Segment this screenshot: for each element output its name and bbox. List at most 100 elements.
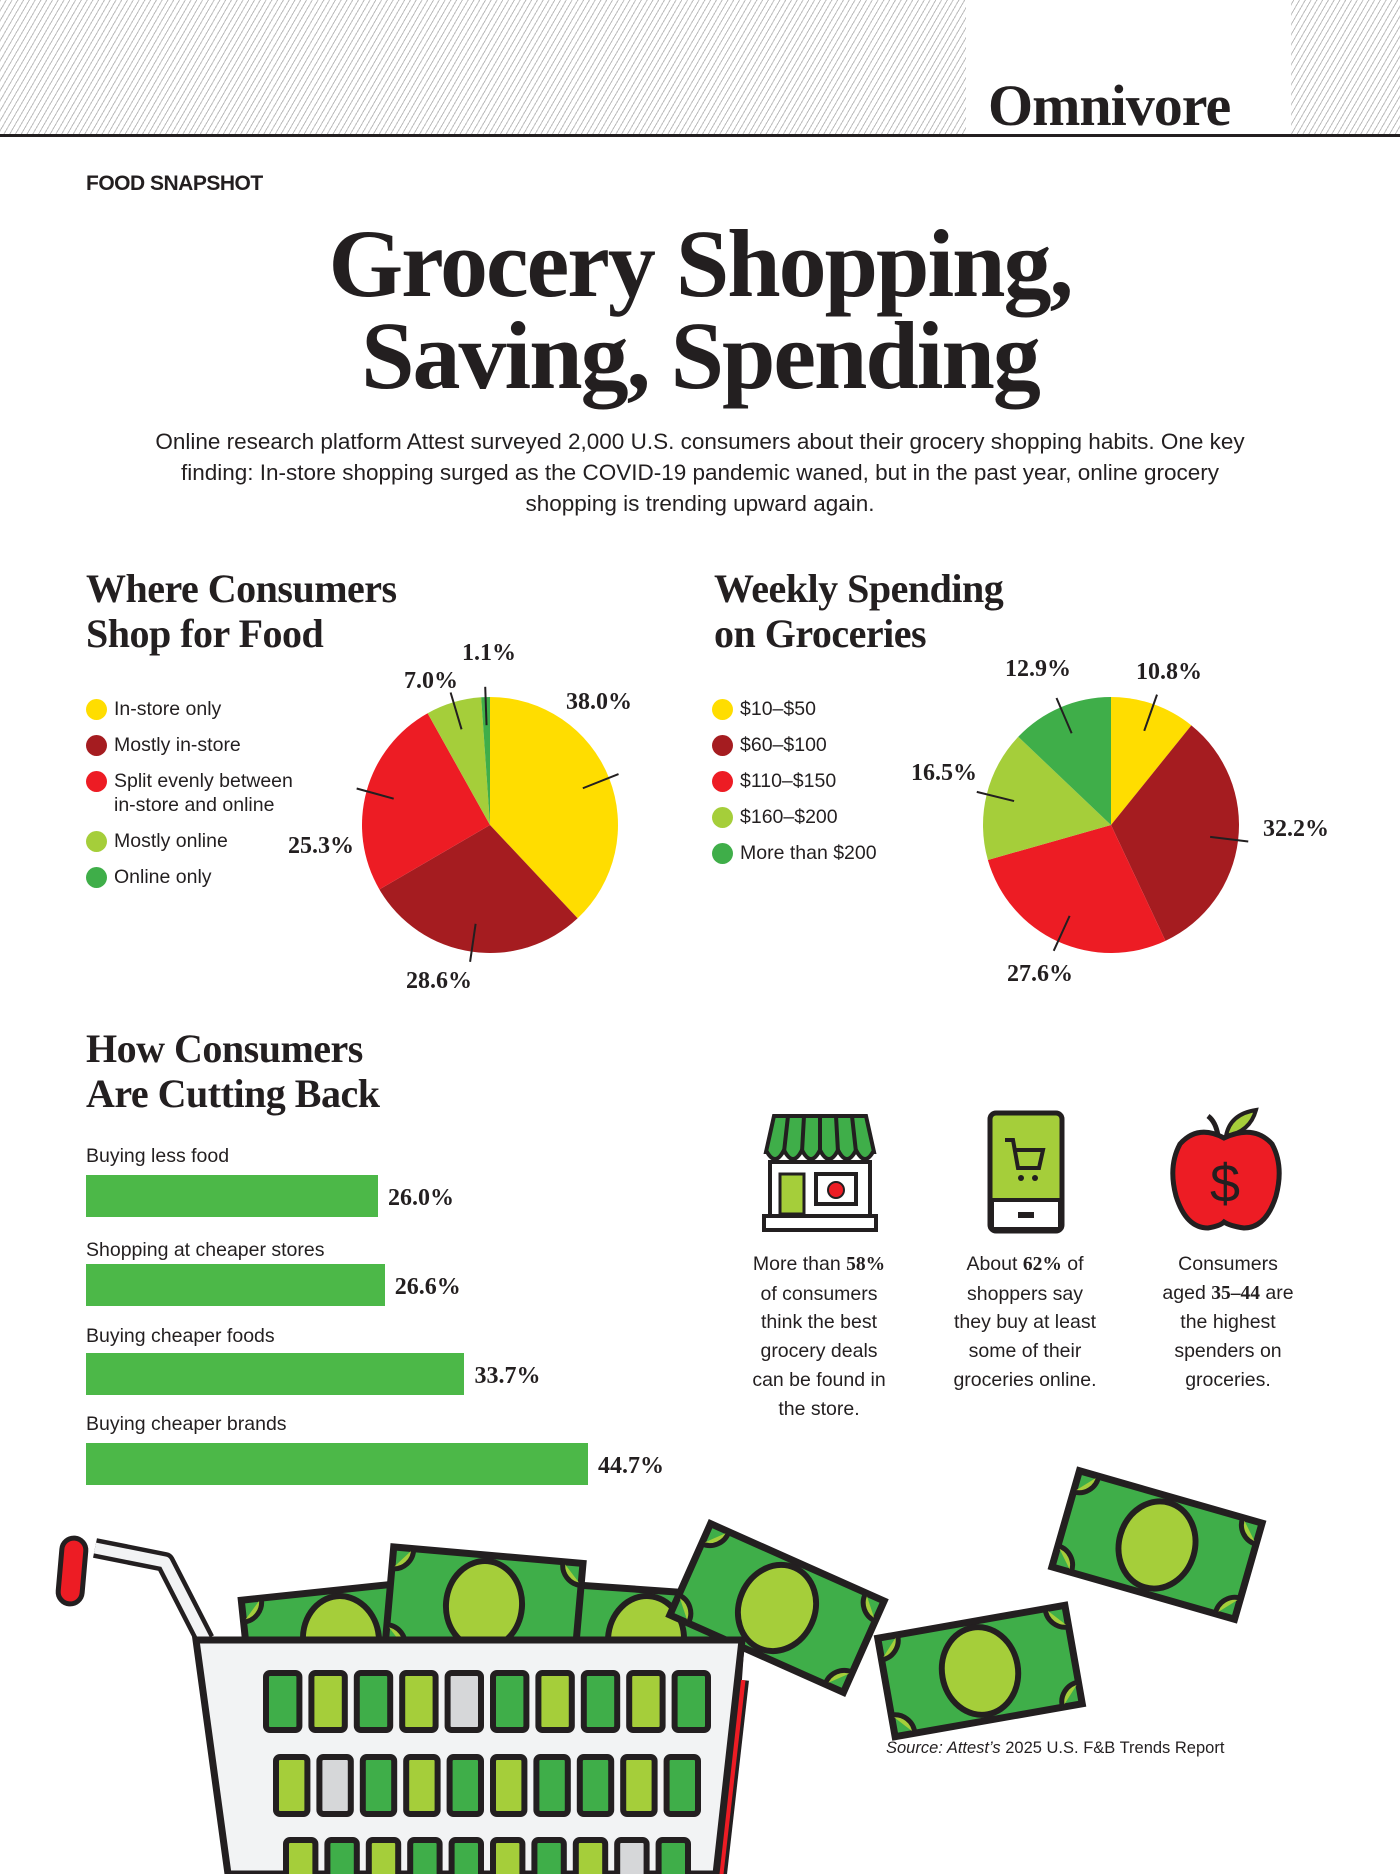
cart-basket-slot	[273, 1754, 311, 1817]
fact-text: are	[1259, 1281, 1294, 1304]
fact-line: the highest	[1133, 1308, 1323, 1337]
legend-swatch	[86, 831, 107, 852]
legend-swatch	[712, 771, 733, 792]
legend-item: Split evenly between in-store and online	[86, 769, 293, 817]
pie-slice	[379, 825, 578, 954]
cart-basket-slot	[283, 1837, 319, 1874]
masthead: Omnivore	[966, 0, 1291, 138]
cart-basket-slot	[620, 1754, 658, 1817]
legend-label: Mostly online	[114, 830, 228, 852]
fact-text: Consumers	[1178, 1253, 1278, 1275]
pie-data-label: 32.2%	[1263, 816, 1329, 842]
pie-data-label: 27.6%	[1007, 961, 1073, 987]
bar	[86, 1353, 465, 1395]
bar-chart-title: How Consumers Are Cutting Back	[86, 1026, 380, 1116]
cart-basket-slot	[444, 1670, 485, 1733]
pie2-title: Weekly Spending on Groceries	[714, 566, 1004, 656]
bar-value-label: 33.7%	[474, 1363, 541, 1389]
section-kicker: FOOD SNAPSHOT	[86, 172, 263, 195]
pie-slice	[1018, 697, 1111, 825]
fact-text: think the best	[761, 1311, 877, 1334]
legend-swatch	[712, 735, 733, 756]
pie1-title-line: Where Consumers	[86, 566, 397, 611]
pie-leader-line	[1052, 915, 1071, 952]
brand-logo: Omnivore	[988, 73, 1231, 138]
cart-basket-slot	[490, 1670, 530, 1733]
legend-item: Mostly online	[86, 829, 293, 853]
fact-text: More than	[752, 1253, 847, 1275]
cart-basket-slot	[531, 1837, 567, 1874]
dollar-bill	[878, 1605, 1082, 1736]
cart-basket-slot	[263, 1670, 303, 1733]
cart-basket-slot	[572, 1837, 609, 1874]
legend-item: $160–$200	[712, 805, 877, 829]
cart-basket-slot	[365, 1837, 402, 1874]
cart-basket-slot	[671, 1670, 711, 1733]
pie-slice	[1111, 697, 1192, 825]
cart-basket-slot	[663, 1754, 701, 1817]
legend-label: $60–$100	[740, 734, 827, 756]
legend-item: $10–$50	[712, 697, 877, 721]
legend-label: More than $200	[740, 842, 877, 864]
bar-category-label: Buying cheaper brands	[86, 1413, 287, 1435]
pie-leader-line	[449, 692, 463, 730]
pie1-title-line: Shop for Food	[86, 611, 324, 656]
cart-basket-slot	[626, 1670, 666, 1733]
legend-label: $160–$200	[740, 806, 838, 828]
pie1-legend: In-store only Mostly in-store Split evenly…	[86, 697, 293, 901]
cart-basket-slot	[399, 1670, 439, 1733]
fact-line: can be found in	[724, 1366, 914, 1395]
legend-label: Split evenly between	[114, 770, 293, 792]
pie2-legend: $10–$50 $60–$100 $110–$150 $160–$200 More th…	[712, 697, 877, 877]
pie-data-label: 25.3%	[288, 833, 354, 859]
fact-line: More than 58%	[724, 1250, 914, 1280]
legend-label: $10–$50	[740, 698, 816, 720]
bar	[86, 1443, 588, 1485]
fact-text: the highest	[1180, 1311, 1276, 1334]
legend-swatch	[86, 699, 107, 720]
fact-line: groceries online.	[930, 1366, 1120, 1395]
header-rule	[0, 134, 1400, 137]
fact-line: shoppers say	[930, 1280, 1120, 1309]
cart-basket-slot	[576, 1754, 615, 1817]
legend-label: in-store and online	[114, 794, 275, 816]
cart-basket-slot	[535, 1670, 575, 1733]
fact-caption: About 62% of shoppers say they buy at leas…	[930, 1250, 1120, 1395]
cart-basket-slot	[359, 1754, 398, 1817]
pie-data-label: 38.0%	[566, 689, 632, 715]
cart-basket-slot	[308, 1670, 348, 1733]
fact-line: the store.	[724, 1395, 914, 1424]
legend-item: More than $200	[712, 841, 877, 865]
title-line-2: Saving, Spending	[361, 302, 1041, 409]
source-prefix: Source: Attest’s	[886, 1739, 1001, 1757]
fact-caption: More than 58% of consumers think the best g…	[724, 1250, 914, 1423]
legend-item: $110–$150	[712, 769, 877, 793]
legend-swatch	[712, 807, 733, 828]
fact-text: of	[1061, 1253, 1084, 1275]
cart-basket-slot	[407, 1837, 443, 1874]
page-title: Grocery Shopping, Saving, Spending	[0, 216, 1400, 409]
pie-data-label: 7.0%	[404, 668, 458, 694]
intro-paragraph: Online research platform Attest surveyed…	[155, 429, 1245, 516]
bar-title-line: How Consumers	[86, 1026, 363, 1071]
pie-leader-line	[1143, 694, 1158, 732]
pie-leader-line	[469, 923, 477, 962]
legend-swatch	[86, 771, 107, 792]
legend-item: Mostly in-store	[86, 733, 293, 757]
fact-text: some of their	[968, 1340, 1082, 1363]
pie2-title-line: Weekly Spending	[714, 566, 1004, 611]
legend-swatch	[86, 867, 107, 888]
pie-slice	[362, 713, 490, 890]
cart-basket-slot	[324, 1837, 360, 1874]
legend-swatch	[712, 843, 733, 864]
fact-text: About	[966, 1253, 1023, 1275]
fact-text: grocery deals	[760, 1340, 878, 1363]
bar-category-label: Shopping at cheaper stores	[86, 1239, 325, 1261]
pie-slice	[481, 697, 490, 825]
shopping-cart-with-money-illustration	[55, 1480, 1400, 1874]
bar-category-label: Buying less food	[86, 1145, 230, 1167]
fact-line: spenders on	[1133, 1337, 1323, 1366]
phone-cart-icon	[987, 1110, 1065, 1234]
cart-basket-slot	[655, 1837, 691, 1874]
fact-line: About 62% of	[930, 1250, 1120, 1280]
